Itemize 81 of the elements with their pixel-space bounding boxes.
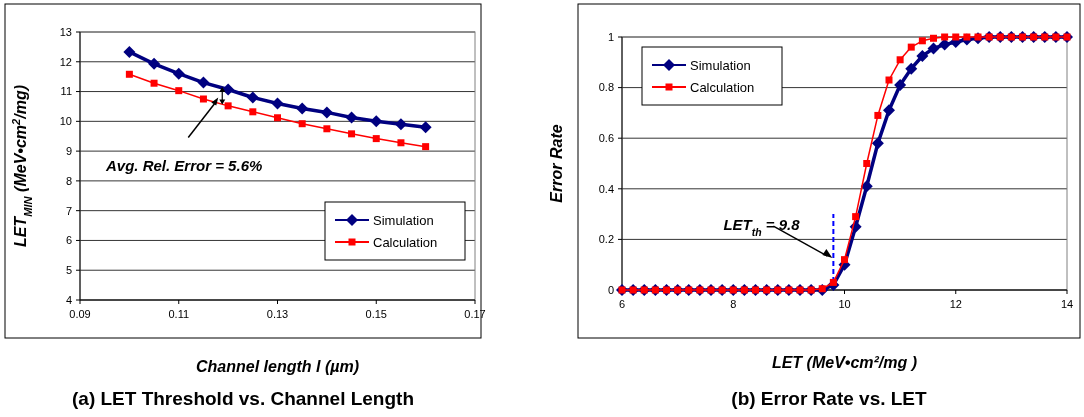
legend-label: Calculation (690, 79, 755, 95)
y-tick-label: 5 (65, 264, 72, 277)
x-axis-title: LET (MeV•cm²/mg ) (771, 354, 918, 371)
point (249, 108, 257, 116)
x-tick-label: 0.11 (168, 308, 190, 320)
point (883, 104, 895, 117)
point (397, 139, 405, 147)
y-tick-label: 0 (607, 283, 614, 296)
legend-label: Calculation (373, 234, 438, 250)
point (419, 121, 432, 134)
point (372, 135, 380, 143)
point (907, 43, 915, 51)
point (274, 114, 281, 122)
y-tick-label: 8 (65, 174, 72, 187)
y-tick-label: 0.4 (598, 182, 614, 195)
point (296, 102, 309, 115)
point (852, 213, 860, 221)
point (896, 56, 904, 64)
y-tick-label: 4 (65, 293, 72, 306)
point (422, 143, 430, 151)
point (952, 33, 960, 41)
point (918, 37, 926, 45)
point (148, 57, 161, 70)
y-axis-title: Error Rate (548, 124, 565, 203)
point (224, 102, 232, 110)
x-tick-label: 14 (1060, 298, 1074, 310)
point (150, 79, 158, 87)
point (125, 70, 133, 78)
point (172, 67, 185, 80)
point (841, 256, 848, 264)
point (905, 62, 918, 75)
x-tick-label: 6 (618, 298, 626, 310)
legend-label: Simulation (690, 57, 751, 73)
x-tick-label: 12 (949, 298, 962, 310)
point (246, 91, 259, 104)
point (874, 111, 882, 119)
point (197, 76, 210, 89)
y-tick-label: 7 (65, 204, 72, 217)
point (860, 180, 873, 193)
point (885, 76, 893, 84)
x-tick-label: 0.13 (266, 308, 289, 320)
point (298, 120, 306, 128)
annotation: Avg. Rel. Error = 5.6% (105, 157, 263, 174)
point (927, 42, 940, 55)
point (123, 45, 136, 58)
point (394, 118, 407, 131)
y-tick-label: 1 (607, 30, 614, 43)
point (199, 95, 207, 103)
text: (a) LET Threshold vs. Channel Length (71, 388, 415, 409)
x-axis-title: Channel length l (µm) (196, 358, 359, 375)
point (863, 160, 871, 167)
y-tick-label: 6 (65, 234, 72, 247)
y-tick-label: 10 (59, 115, 72, 128)
y-tick-label: 0.2 (598, 233, 614, 246)
point (916, 49, 929, 62)
text: (b) Error Rate vs. LET (731, 388, 928, 409)
x-tick-label: 10 (838, 298, 851, 310)
point (829, 278, 837, 286)
y-tick-label: 0.8 (598, 81, 614, 94)
point (271, 97, 284, 110)
point (320, 106, 333, 119)
y-tick-label: 9 (65, 144, 72, 157)
y-tick-label: 11 (60, 85, 72, 98)
point (175, 87, 183, 95)
point (323, 125, 331, 133)
point (345, 111, 358, 124)
y-tick-label: 0.6 (598, 132, 614, 145)
legend-label: Simulation (373, 212, 434, 228)
point (871, 137, 884, 150)
point (930, 34, 937, 42)
point (894, 79, 907, 92)
y-tick-label: 13 (59, 25, 72, 38)
x-tick-label: 0.17 (464, 308, 486, 320)
x-tick-label: 0.15 (365, 308, 387, 320)
x-tick-label: 8 (730, 298, 737, 310)
annotation: LET$_{th}$ = 9.8 (723, 216, 801, 239)
x-tick-label: 0.09 (69, 308, 91, 320)
point (941, 33, 949, 41)
point (370, 115, 383, 128)
point (348, 130, 356, 138)
y-tick-label: 12 (59, 55, 72, 68)
